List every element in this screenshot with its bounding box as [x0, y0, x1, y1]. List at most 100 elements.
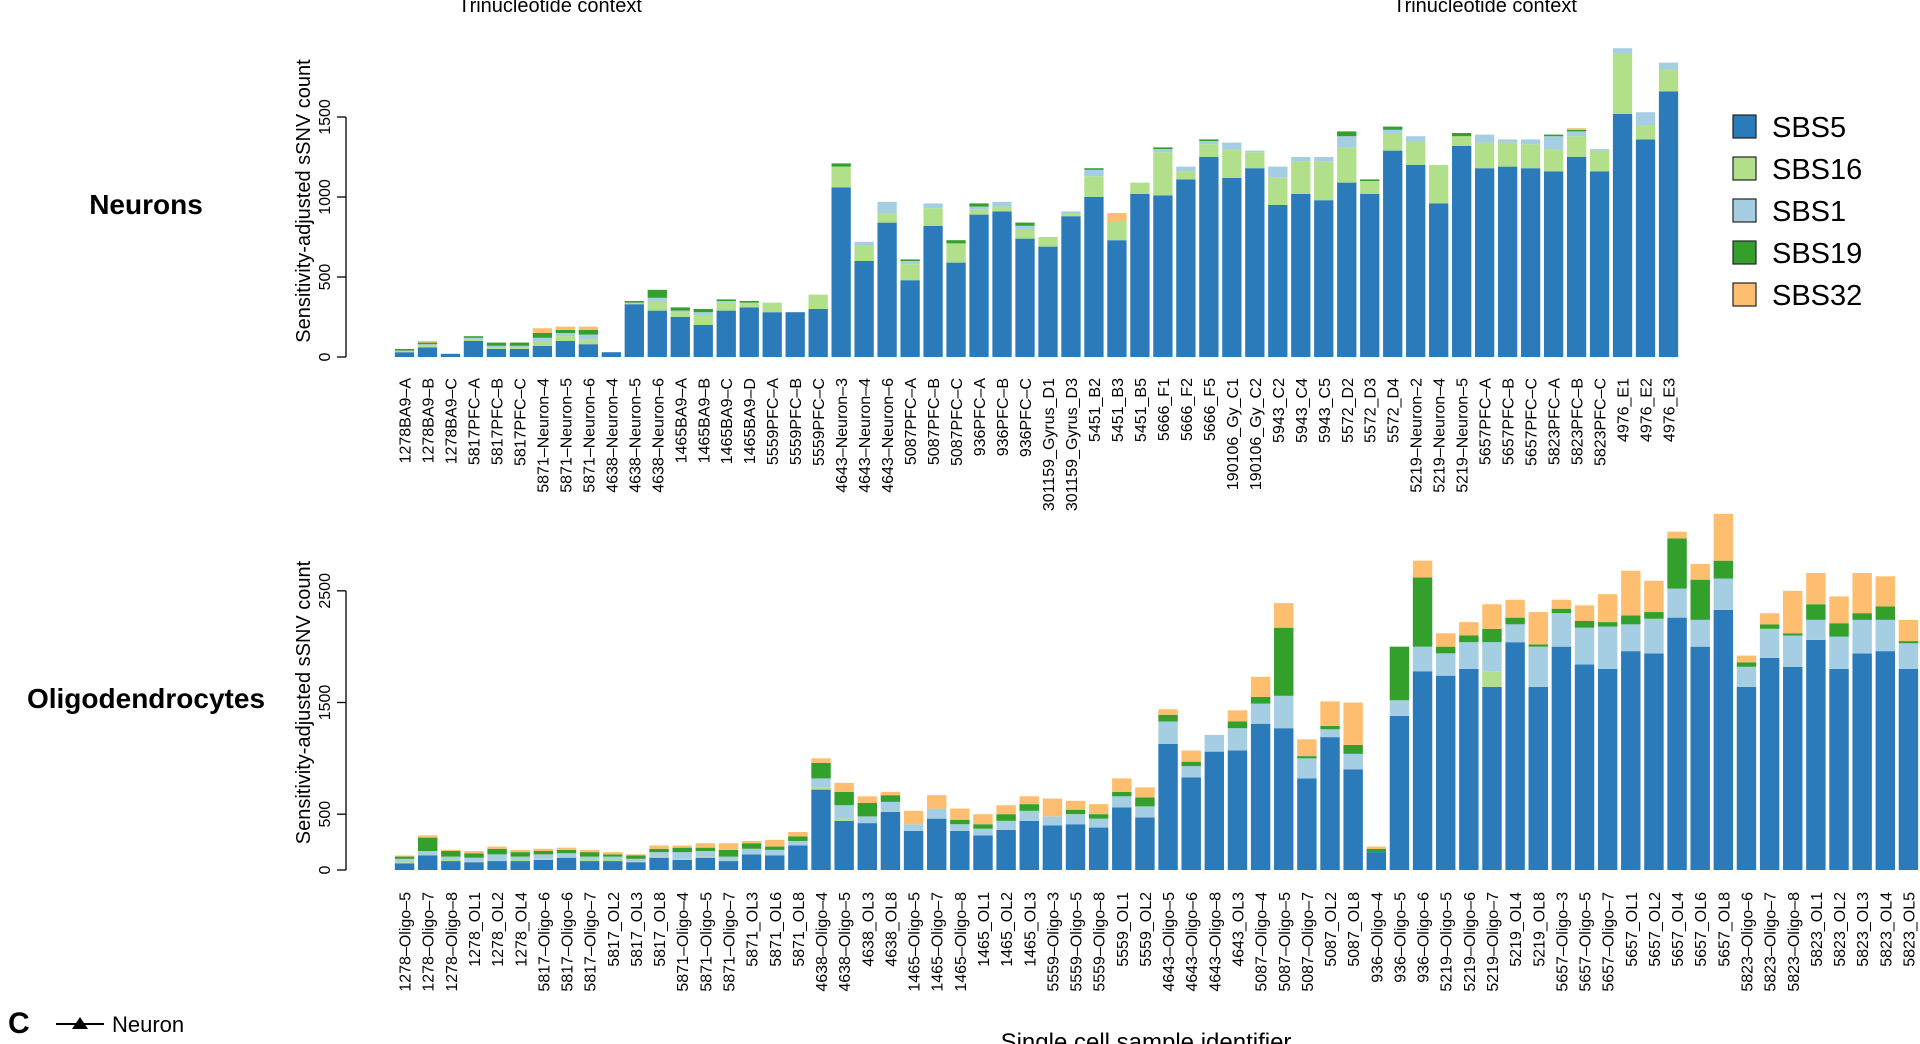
x-tick-label: 5559–Oligo–8 — [1092, 892, 1109, 992]
x-tick-label: 936PFC–B — [995, 378, 1012, 456]
bar-sbs16-5817pfc-b — [486, 347, 507, 349]
bar-sbs5-5572-d4 — [1383, 150, 1403, 357]
bar-sbs1-5657pfc-c — [1520, 139, 1541, 145]
bar-sbs1-5871-oligo-4 — [672, 852, 692, 859]
bar-sbs1-4638-oligo-5 — [834, 805, 854, 819]
bar-sbs16-5823pfc-a — [1543, 149, 1564, 172]
bar-sbs5-1465-oligo-8 — [950, 830, 970, 870]
bar-sbs16-5087pfc-c — [946, 243, 966, 263]
x-tick-label: 5823PFC–B — [1570, 378, 1587, 465]
x-tick-label: 4638_OL8 — [883, 892, 900, 967]
x-tick-label: 936PFC–C — [1018, 378, 1035, 457]
bar-sbs32-5087-oligo-7 — [1297, 739, 1317, 757]
bar-sbs5-5817-oligo-7 — [579, 861, 600, 870]
bar-sbs32-5657-ol8 — [1713, 513, 1734, 561]
x-tick-label: 4643–Oligo–8 — [1207, 892, 1224, 992]
bar-sbs1-5871-neuron-5 — [555, 333, 576, 337]
bar-sbs32-5087-oligo-5 — [1274, 603, 1294, 628]
bar-sbs1-5871-oligo-5 — [695, 851, 716, 857]
bar-sbs19-5219-neuron-5 — [1452, 133, 1472, 137]
bar-sbs5-1465ba9-d — [739, 307, 759, 357]
x-tick-label: 1465_OL2 — [999, 892, 1016, 967]
bar-sbs32-1465-oligo-8 — [950, 808, 970, 820]
x-tick-label: 5817–Oligo–6 — [536, 892, 553, 992]
bar-sbs32-5451-b3 — [1107, 213, 1127, 221]
bar-sbs5-5871-neuron-5 — [555, 341, 576, 357]
bar-sbs32-5559-oligo-3 — [1042, 798, 1063, 817]
bar-sbs5-5657-ol2 — [1644, 653, 1664, 870]
bar-sbs19-5817-ol3 — [626, 855, 646, 859]
y-axis-label: Sensitivity-adjusted sSNV count — [293, 560, 315, 844]
bar-sbs1-5657-ol8 — [1713, 578, 1734, 610]
bar-sbs5-1278-ol1 — [464, 862, 484, 870]
bar-sbs1-4976-e3 — [1658, 62, 1679, 69]
bar-sbs19-5871-oligo-7 — [718, 849, 739, 857]
x-tick-label: 5572_D4 — [1386, 378, 1403, 443]
bar-sbs19-5823pfc-a — [1543, 134, 1564, 137]
bar-sbs5-1278ba9-c — [440, 353, 461, 357]
bar-sbs19-4638-ol3 — [857, 803, 878, 817]
bar-sbs16-5657pfc-b — [1497, 142, 1518, 167]
bar-sbs16-4638-oligo-4 — [811, 787, 831, 790]
bar-sbs32-936-oligo-4 — [1366, 846, 1387, 849]
bar-sbs1-5559-oligo-3 — [1042, 816, 1063, 826]
x-tick-label: 301159_Gyrus_D1 — [1041, 378, 1058, 511]
x-tick-label: 5657–Oligo–7 — [1601, 892, 1618, 992]
bar-sbs19-4638-neuron-6 — [647, 289, 667, 298]
bar-sbs32-1465-ol3 — [1019, 796, 1039, 805]
bar-sbs5-936-oligo-5 — [1389, 715, 1410, 870]
bar-sbs19-5219-oligo-6 — [1459, 635, 1479, 643]
x-tick-label: 1465BA9–A — [673, 378, 690, 464]
bar-sbs1-1278-oligo-5 — [394, 858, 415, 863]
bar-sbs19-1278-oligo-5 — [394, 856, 415, 859]
bar-sbs1-5657pfc-b — [1497, 139, 1518, 143]
bar-sbs16-5572-d2 — [1337, 147, 1357, 183]
bar-sbs19-5871-ol6 — [765, 846, 785, 850]
bar-sbs16-4643-neuron-4 — [854, 245, 874, 261]
bar-sbs19-5823-oligo-6 — [1736, 662, 1757, 667]
bar-sbs19-5817-ol2 — [603, 854, 623, 857]
bar-sbs19-4643-neuron-3 — [831, 163, 851, 167]
bar-sbs19-1278-ol1 — [464, 853, 484, 858]
bar-sbs5-5823pfc-a — [1543, 171, 1564, 357]
bar-sbs5-1278-ol4 — [510, 861, 530, 870]
bar-sbs16-4976-e3 — [1658, 69, 1679, 92]
panel-c-letter: C — [8, 1007, 30, 1040]
x-tick-label: 1465BA9–D — [742, 378, 759, 464]
x-tick-label: 1465_OL1 — [976, 892, 993, 967]
x-tick-label: 5087_OL2 — [1323, 892, 1340, 967]
x-tick-label: 5871_OL3 — [745, 892, 762, 967]
bar-sbs1-5817pfc-c — [509, 345, 530, 348]
bar-sbs5-5657-oligo-3 — [1551, 646, 1572, 870]
x-tick-label: 5219_OL8 — [1531, 892, 1548, 967]
bar-sbs1-5559-ol2 — [1135, 806, 1155, 818]
bar-sbs32-5871-oligo-5 — [695, 843, 716, 848]
bar-sbs19-4638-oligo-5 — [834, 791, 854, 806]
bar-sbs5-1278-ol2 — [487, 861, 507, 870]
bar-sbs19-1465-ol1 — [973, 824, 993, 829]
bar-sbs1-5657-oligo-7 — [1597, 626, 1618, 669]
bar-sbs16-5219-neuron-4 — [1429, 165, 1449, 204]
bar-sbs32-4638-ol3 — [857, 796, 878, 803]
bar-sbs5-5219-neuron-4 — [1429, 203, 1449, 357]
bar-sbs1-5823-ol3 — [1852, 619, 1872, 654]
signature-legend: SBS5 SBS16 SBS1 SBS19 SBS32 — [1732, 112, 1862, 312]
bar-sbs1-5219-ol8 — [1528, 646, 1548, 687]
x-tick-label: 5219_OL4 — [1508, 892, 1525, 967]
legend-swatch-sbs1 — [1732, 198, 1757, 223]
bar-sbs32-1278-oligo-5 — [394, 855, 415, 857]
bar-sbs19-5823-oligo-7 — [1759, 624, 1780, 629]
x-tick-label: 1278–Oligo–7 — [421, 892, 438, 992]
x-tick-label: 5817_OL3 — [629, 892, 646, 967]
bar-sbs5-936pfc-c — [1015, 238, 1035, 357]
x-tick-label: 4638–Oligo–4 — [814, 892, 831, 992]
bar-sbs5-5451-b3 — [1107, 240, 1127, 357]
bar-sbs32-5657-ol4 — [1667, 531, 1687, 539]
bar-sbs19-1465ba9-c — [716, 299, 736, 301]
bar-sbs32-5219-ol4 — [1505, 599, 1525, 618]
bar-sbs5-5817-ol8 — [649, 857, 669, 870]
bar-sbs5-936-oligo-6 — [1412, 671, 1433, 870]
bar-sbs5-4643-oligo-8 — [1204, 751, 1225, 870]
